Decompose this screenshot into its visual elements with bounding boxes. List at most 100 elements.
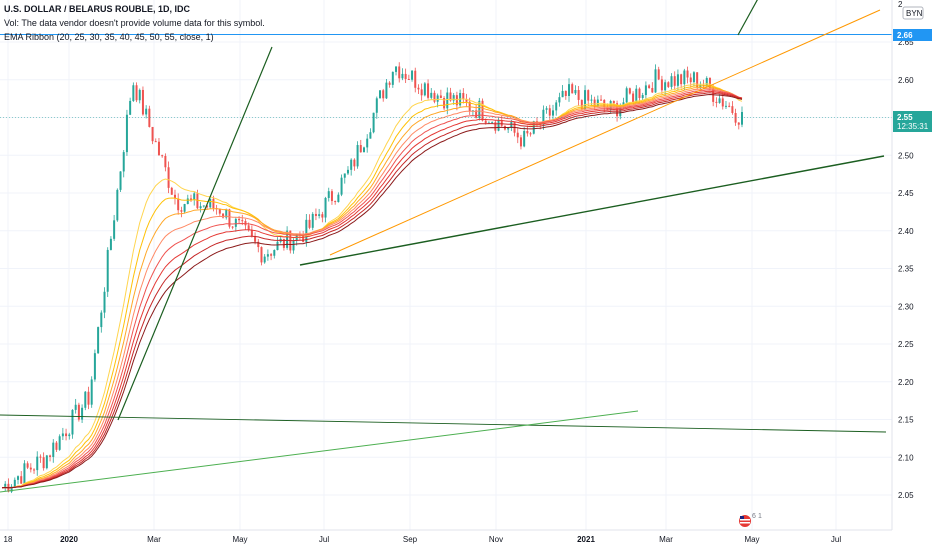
candle-body xyxy=(103,291,106,313)
candle-body xyxy=(404,73,407,79)
candle-body xyxy=(600,99,603,101)
candle-body xyxy=(654,69,657,93)
resistance-tag xyxy=(893,29,932,41)
candle-body xyxy=(635,88,638,103)
x-tick-label: Jul xyxy=(319,535,329,544)
candle-body xyxy=(721,98,724,107)
candle-body xyxy=(106,249,109,292)
x-tick-label: Jul xyxy=(831,535,841,544)
y-tick-label: 2.65 xyxy=(898,38,914,47)
candle-body xyxy=(318,214,321,216)
candle-body xyxy=(379,90,382,99)
ema-line xyxy=(1,87,743,489)
candle-body xyxy=(68,434,71,437)
candle-body xyxy=(667,82,670,87)
candle-body xyxy=(314,213,317,216)
candle-body xyxy=(33,469,36,471)
candle-body xyxy=(593,99,596,107)
horizontal-trendline xyxy=(0,414,887,433)
candle-body xyxy=(311,213,314,228)
candle-body xyxy=(65,433,68,437)
candle-body xyxy=(58,436,61,450)
candle-body xyxy=(157,141,160,156)
candle-body xyxy=(84,391,87,408)
candle-body xyxy=(324,197,327,218)
candle-body xyxy=(340,177,343,195)
candle-body xyxy=(568,84,571,96)
x-tick-label: 2020 xyxy=(60,535,78,544)
candle-body xyxy=(225,209,228,218)
candle-body xyxy=(564,90,567,96)
candle-body xyxy=(580,99,583,110)
support-trendline xyxy=(299,155,885,266)
x-tick-label: May xyxy=(232,535,247,544)
candle-body xyxy=(52,442,55,457)
candle-body xyxy=(644,85,647,96)
candle-body xyxy=(36,456,39,471)
ema-line xyxy=(1,86,743,489)
countdown-text: 12:35:31 xyxy=(897,122,929,131)
candle-body xyxy=(327,191,330,198)
y-tick-label: 2.40 xyxy=(898,227,914,236)
candle-body xyxy=(516,132,519,138)
candle-body xyxy=(238,218,241,221)
ema-line xyxy=(1,92,743,489)
candle-body xyxy=(529,133,532,135)
candle-body xyxy=(170,187,173,195)
candle-body xyxy=(132,85,135,101)
x-tick-label: May xyxy=(744,535,759,544)
candle-body xyxy=(465,98,468,102)
candle-body xyxy=(558,97,561,103)
candle-body xyxy=(452,95,455,101)
candle-body xyxy=(292,240,295,251)
ema-ribbon-label[interactable]: EMA Ribbon (20, 25, 30, 35, 40, 45, 50, … xyxy=(4,32,214,42)
candle-body xyxy=(388,82,391,85)
candle-body xyxy=(555,102,558,111)
candle-body xyxy=(551,110,554,116)
candle-body xyxy=(478,100,481,118)
candles xyxy=(4,62,743,494)
candle-body xyxy=(77,404,80,420)
candle-body xyxy=(439,95,442,99)
candle-body xyxy=(741,112,743,125)
candle-body xyxy=(484,120,487,124)
candle-body xyxy=(737,122,740,125)
candle-body xyxy=(23,463,26,484)
candle-body xyxy=(539,122,542,125)
candle-body xyxy=(141,89,144,115)
ema-line xyxy=(1,84,743,489)
price-axis: 2 BYN xyxy=(0,0,924,531)
candle-body xyxy=(548,108,551,116)
candle-body xyxy=(343,173,346,178)
candle-body xyxy=(241,220,244,222)
trendlines xyxy=(0,0,892,493)
candle-body xyxy=(532,121,535,134)
x-tick-label: Mar xyxy=(659,535,673,544)
candle-body xyxy=(632,93,635,103)
candle-body xyxy=(724,105,727,107)
candle-body xyxy=(190,198,193,200)
candle-body xyxy=(122,152,125,172)
candle-body xyxy=(257,241,260,248)
candle-body xyxy=(154,141,157,143)
steep-uptrend-line xyxy=(117,46,273,421)
candle-body xyxy=(561,90,564,98)
candle-body xyxy=(628,88,631,94)
candle-body xyxy=(276,241,279,251)
candle-body xyxy=(705,78,708,87)
candle-body xyxy=(571,84,574,94)
candle-body xyxy=(689,77,692,83)
candle-body xyxy=(664,82,667,91)
currency-badge[interactable] xyxy=(902,6,924,20)
candle-body xyxy=(545,108,548,110)
candle-body xyxy=(135,85,138,101)
x-tick-label: 18 xyxy=(4,535,13,544)
candle-body xyxy=(696,72,699,88)
long-support-line xyxy=(0,410,639,493)
candle-body xyxy=(372,112,375,133)
candle-body xyxy=(510,121,513,129)
candle-body xyxy=(462,93,465,99)
events-flag[interactable]: 6 1 xyxy=(739,513,762,527)
x-tick-label: 2021 xyxy=(577,535,595,544)
